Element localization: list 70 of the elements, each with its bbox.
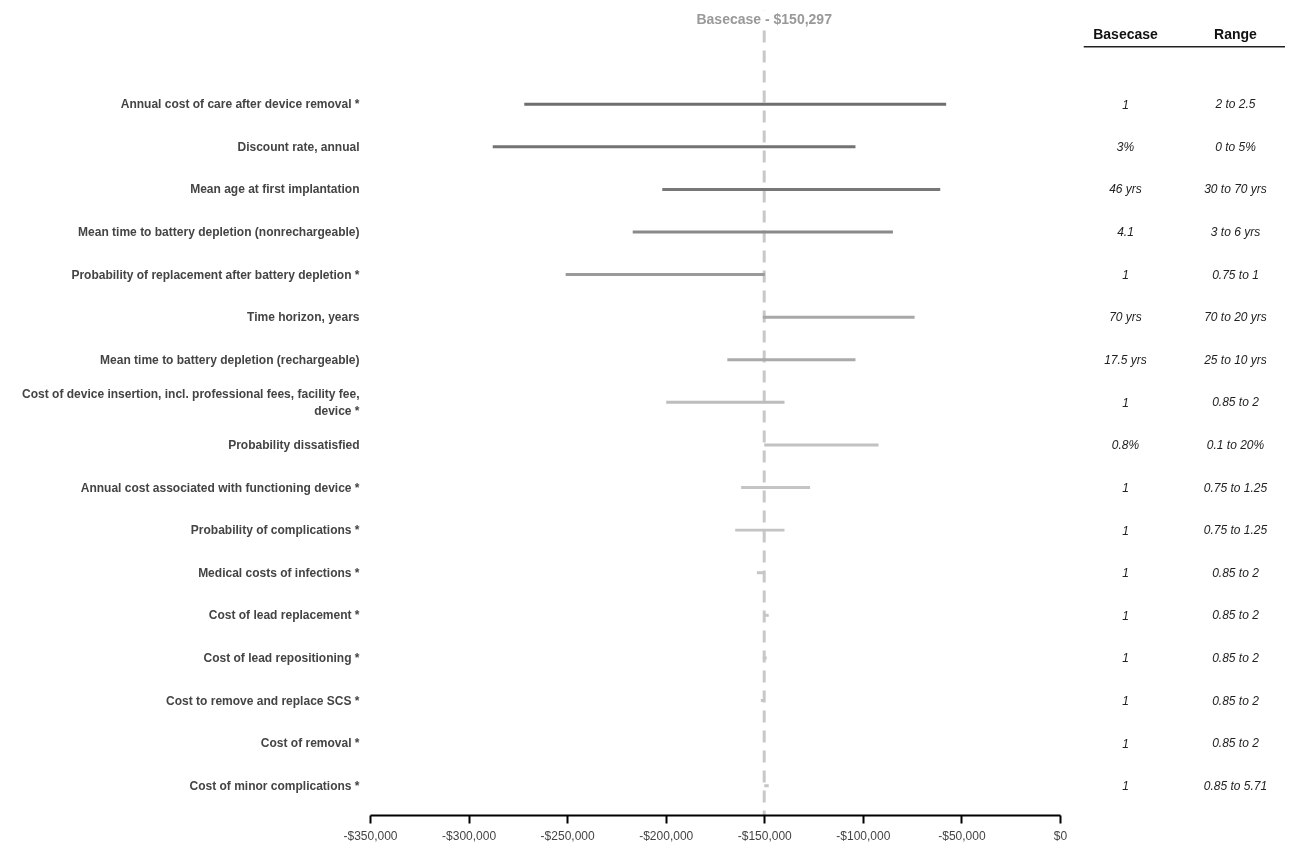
text: Basecase: [1093, 26, 1159, 43]
text: 1: [1122, 736, 1129, 751]
text: 0.85 to 2: [1212, 395, 1260, 410]
text: 0.75 to 1.25: [1203, 480, 1268, 495]
y-tick-label: Mean time to battery depletion (nonrechargeable): [78, 224, 360, 239]
text: 46 yrs: [1109, 182, 1142, 197]
text: 0.75 to 1.25: [1203, 523, 1268, 538]
y-tick-label: Cost to remove and replace SCS *: [166, 693, 360, 708]
x-tick-label: -$50,000: [938, 828, 986, 843]
text: 0.85 to 2: [1212, 736, 1260, 751]
bar: [632, 230, 893, 234]
y-tick-label: Probability dissatisfied: [228, 437, 360, 452]
bar: [741, 486, 811, 490]
text: 70 to 20 yrs: [1204, 310, 1267, 325]
ref-line-label: Basecase - $150,297: [696, 10, 833, 27]
text: 1: [1122, 395, 1129, 410]
text: 0.85 to 2: [1212, 608, 1260, 623]
text: 1: [1122, 651, 1129, 666]
x-tick-label: -$150,000: [737, 828, 793, 843]
y-tick-label: Probability of complications *: [190, 523, 360, 538]
y-tick-label: Annual cost associated with functioning device *: [80, 480, 360, 495]
text: 1: [1122, 268, 1129, 283]
y-tick-label: Medical costs of infections *: [198, 565, 360, 580]
x-tick-label: -$300,000: [442, 828, 497, 843]
y-tick-label: Cost of device insertion, incl. professional fees, facility fee, device *: [22, 386, 360, 418]
text: 2 to 2.5: [1214, 97, 1256, 112]
text: 0.85 to 2: [1212, 693, 1260, 708]
text: 0.85 to 2: [1212, 650, 1260, 665]
text: 0.85 to 2: [1212, 565, 1260, 580]
text: 0.8%: [1111, 437, 1140, 452]
text: 0.75 to 1: [1212, 267, 1259, 282]
text: 1: [1122, 694, 1129, 708]
text: 1: [1122, 523, 1129, 538]
y-tick-label: Cost of lead replacement *: [208, 608, 360, 623]
text: 25 to 10 yrs: [1203, 352, 1267, 367]
text: 0.1 to 20%: [1206, 437, 1265, 452]
text: 0.85 to 5.71: [1203, 778, 1268, 793]
text: 1: [1122, 566, 1129, 581]
x-tick-label: -$250,000: [540, 828, 595, 843]
text: 3%: [1116, 139, 1135, 154]
text: 3 to 6 yrs: [1210, 224, 1261, 239]
y-tick-label: Cost of removal *: [260, 736, 360, 751]
text: 30 to 70 yrs: [1204, 182, 1267, 197]
x-tick-label: $0: [1053, 828, 1068, 843]
bar: [662, 187, 941, 191]
y-tick-label: Mean time to battery depletion (rechargeable): [100, 352, 360, 367]
text: 1: [1122, 97, 1129, 112]
bar: [524, 102, 947, 106]
x-tick-label: -$100,000: [836, 828, 891, 843]
text: 1: [1122, 608, 1129, 623]
x-tick-label: -$200,000: [639, 828, 694, 843]
bar: [762, 315, 915, 319]
text: 17.5 yrs: [1104, 352, 1147, 367]
text: 1: [1122, 779, 1129, 794]
y-tick-label: Mean age at first implantation: [190, 182, 360, 197]
bar: [565, 273, 765, 277]
bar: [492, 145, 856, 149]
y-tick-label: Annual cost of care after device removal *: [120, 97, 360, 112]
text: 1: [1122, 481, 1129, 496]
bar: [727, 358, 856, 362]
text: 0 to 5%: [1215, 139, 1257, 154]
y-tick-label: Cost of lead repositioning *: [203, 650, 360, 665]
y-tick-label: Cost of minor complications *: [189, 778, 360, 793]
y-tick-label: Time horizon, years: [247, 310, 360, 325]
text: Range: [1214, 26, 1258, 43]
x-tick-label: -$350,000: [343, 828, 398, 843]
y-tick-label: Discount rate, annual: [237, 139, 360, 154]
text: 4.1: [1117, 225, 1134, 240]
text: 70 yrs: [1109, 310, 1142, 325]
y-tick-label: Probability of replacement after battery depletion *: [71, 267, 360, 282]
